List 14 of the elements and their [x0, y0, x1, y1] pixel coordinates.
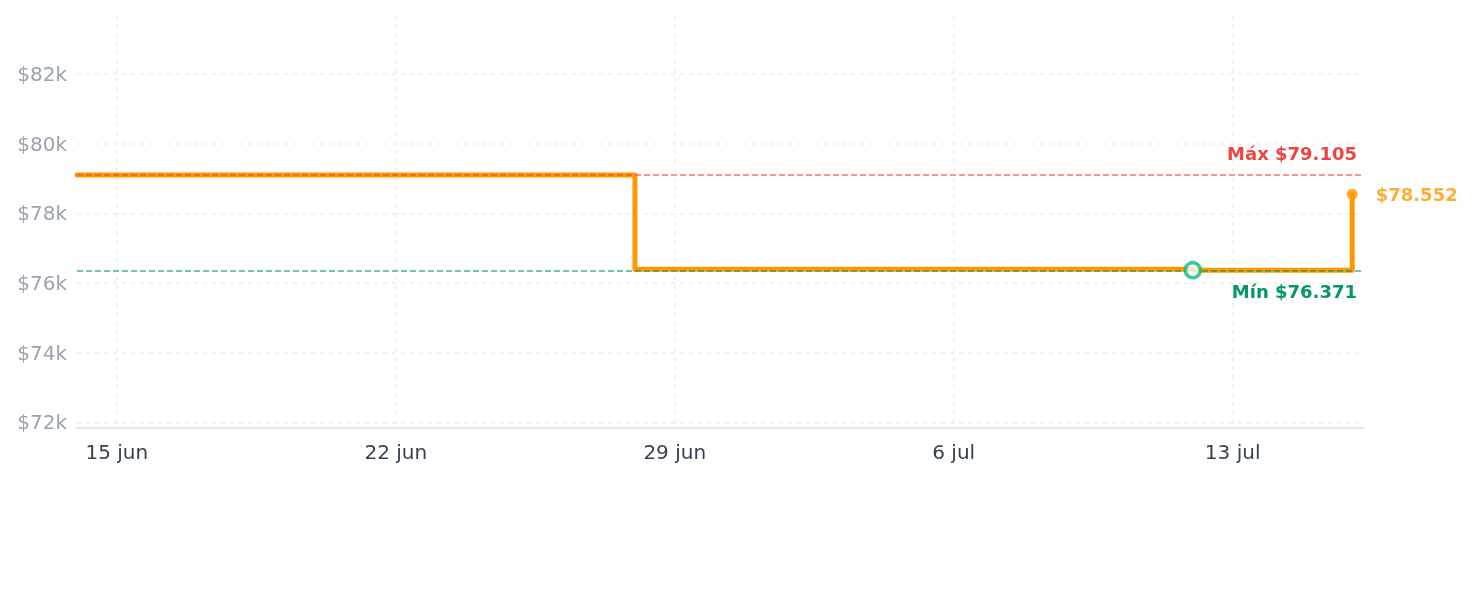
- y-tick-label: $78k: [17, 201, 68, 226]
- x-tick-label: 13 jul: [1204, 440, 1261, 464]
- x-tick-label: 15 jun: [85, 440, 149, 464]
- data-label: $78.552: [1375, 183, 1458, 205]
- ref-line-label: Mín $76.371: [1231, 280, 1357, 302]
- ref-line-label: Máx $79.105: [1227, 143, 1357, 165]
- x-tick-label: 6 jul: [932, 440, 976, 464]
- y-tick-label: $76k: [17, 271, 68, 296]
- y-tick-label: $74k: [17, 340, 68, 365]
- y-tick-label: $82k: [17, 62, 68, 87]
- y-tick-label: $72k: [17, 410, 68, 435]
- y-tick-label: $80k: [17, 131, 68, 156]
- x-tick-label: 22 jun: [364, 440, 428, 464]
- x-tick-label: 29 jun: [643, 440, 707, 464]
